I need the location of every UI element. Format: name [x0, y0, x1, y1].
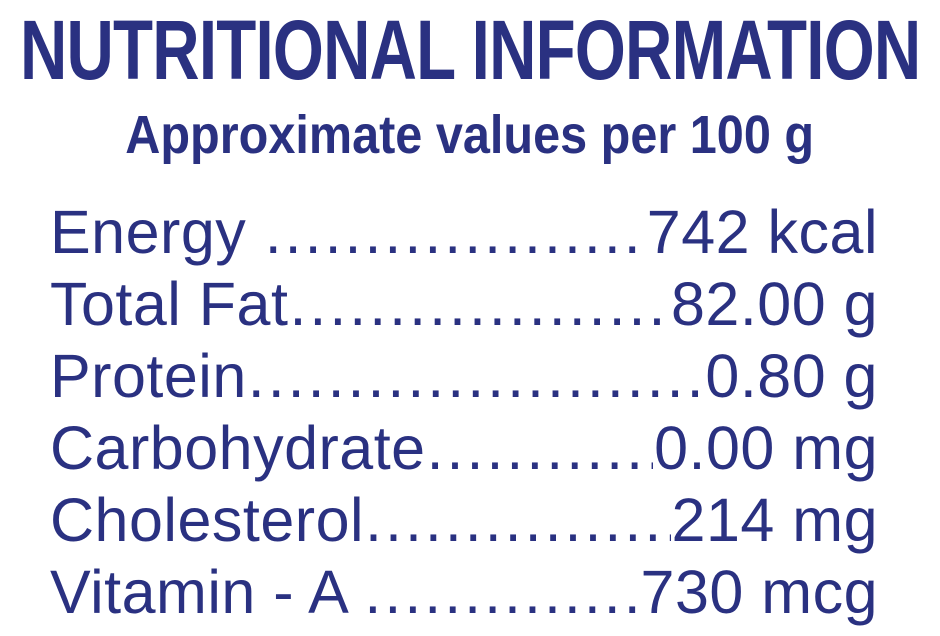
nutrient-label: Energy: [50, 198, 264, 266]
dot-leader: ........................................: [365, 486, 670, 554]
page-title: NUTRITIONAL INFORMATION: [19, 3, 921, 97]
dot-leader: ........................................: [247, 342, 705, 410]
nutrient-value: 82.00 g: [670, 270, 878, 338]
nutrient-label: Carbohydrate: [50, 414, 426, 482]
nutrient-row-cholesterol: Cholesterol ............................…: [50, 484, 878, 556]
nutrient-label: Vitamin - A: [50, 558, 364, 626]
nutrient-row-protein: Protein ................................…: [50, 340, 878, 412]
dot-leader: ........................................: [289, 270, 670, 338]
nutrient-list: Energy .................................…: [0, 196, 940, 628]
nutrient-value: 0.80 g: [705, 342, 878, 410]
subtitle-row: Approximate values per 100 g: [0, 92, 940, 162]
nutrient-row-energy: Energy .................................…: [50, 196, 878, 268]
nutrient-label: Total Fat: [50, 270, 289, 338]
nutrient-label: Cholesterol: [50, 486, 365, 554]
dot-leader: ........................................: [264, 198, 646, 266]
nutrient-row-total-fat: Total Fat ..............................…: [50, 268, 878, 340]
nutrient-value: 742 kcal: [646, 198, 878, 266]
nutrient-label: Protein: [50, 342, 247, 410]
nutrient-value: 214 mg: [671, 486, 878, 554]
dot-leader: ........................................: [364, 558, 639, 626]
nutrient-row-carbohydrate: Carbohydrate ...........................…: [50, 412, 878, 484]
dot-leader: ........................................: [426, 414, 653, 482]
nutrient-value: 730 mcg: [640, 558, 878, 626]
page-subtitle: Approximate values per 100 g: [125, 105, 815, 165]
nutrient-value: 0.00 mg: [654, 414, 878, 482]
nutrient-row-vitamin-a: Vitamin - A ............................…: [50, 556, 878, 628]
title-row: NUTRITIONAL INFORMATION: [0, 0, 940, 92]
